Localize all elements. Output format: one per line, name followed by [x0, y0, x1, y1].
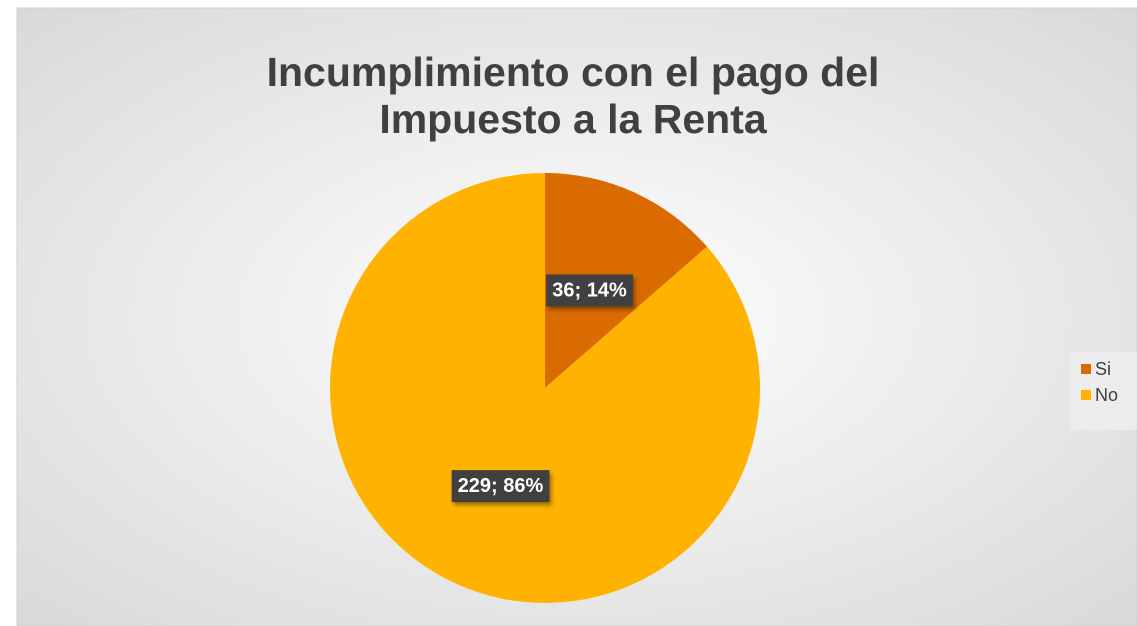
- legend-label: Si: [1095, 359, 1111, 379]
- chart-title: Incumplimiento con el pago del Impuesto a…: [267, 49, 880, 142]
- data-label: 36; 14%: [546, 274, 633, 307]
- legend-swatch: [1081, 364, 1091, 374]
- legend-swatch: [1081, 390, 1091, 400]
- data-label-text: 36; 14%: [552, 279, 627, 301]
- legend-label: No: [1095, 385, 1118, 405]
- data-label-box: [546, 274, 633, 307]
- pie-slice: [330, 173, 761, 603]
- data-label-text: 229; 86%: [458, 475, 544, 497]
- data-label-box: [451, 470, 550, 503]
- data-label: 229; 86%: [451, 470, 550, 503]
